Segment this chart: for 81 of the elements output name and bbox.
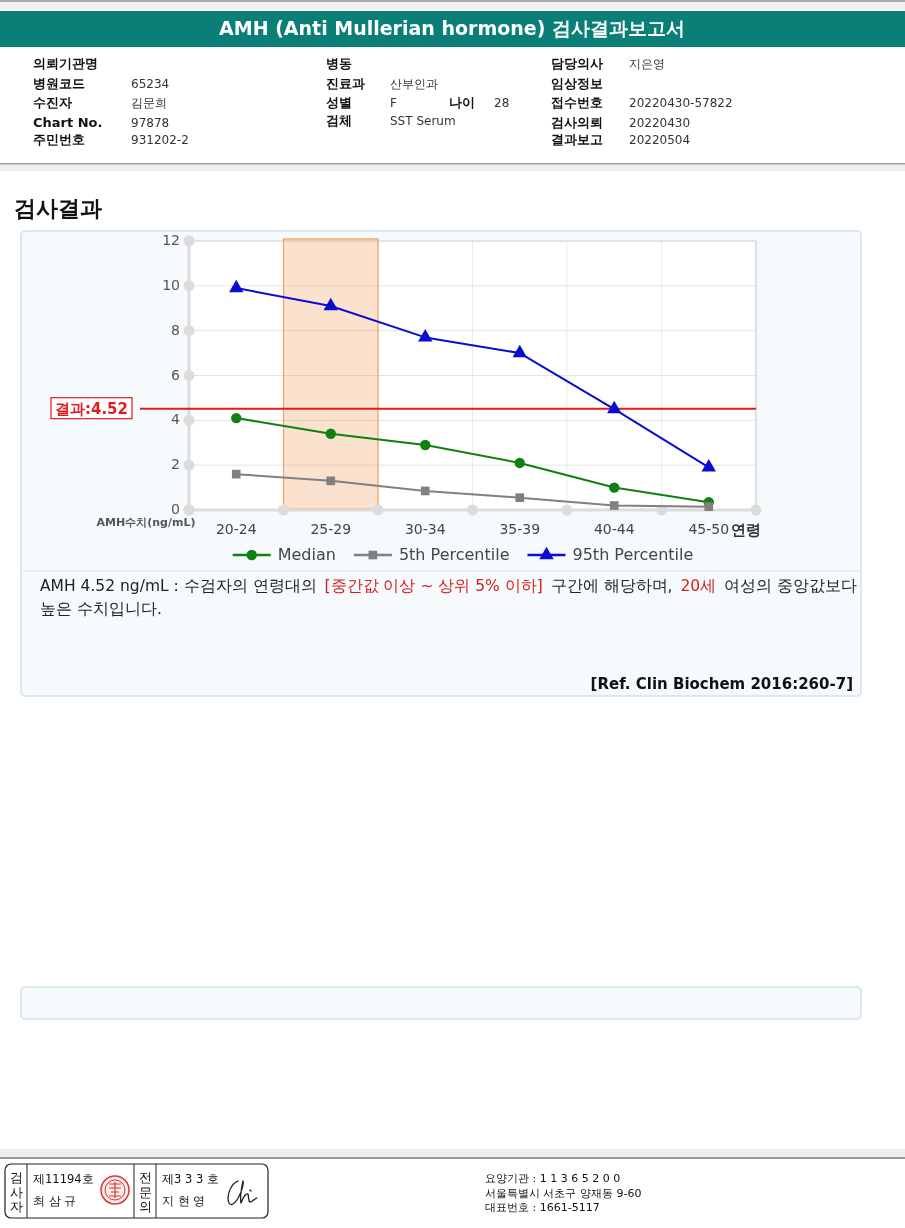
text: 주민번호 (33, 131, 85, 147)
point (512, 344, 527, 358)
text: 나이 (449, 94, 475, 110)
text: Chart No. (33, 114, 103, 130)
y-tick-label: 10 (162, 276, 180, 293)
point (514, 457, 525, 469)
y-tick-label: 4 (171, 411, 181, 428)
point (609, 501, 619, 510)
text: 결과보고 (551, 131, 603, 147)
chart-subtitle: 검사결과 (14, 196, 102, 221)
text: 지 현 영 (162, 1193, 206, 1208)
text: 28 (494, 95, 510, 110)
text: 지은영 (629, 56, 665, 71)
text: 여성의 중앙값보다 (724, 576, 857, 595)
text: 접수번호 (551, 94, 603, 110)
text: 병원코드 (33, 75, 85, 91)
text: 요양기관 : 1 1 3 6 5 2 0 0 (485, 1172, 621, 1185)
y-tick-label: 2 (171, 456, 180, 473)
point (609, 482, 620, 493)
point (607, 400, 622, 414)
point (704, 502, 714, 511)
text: 수진자 (33, 94, 72, 110)
text: 제11194호 (33, 1171, 94, 1186)
point (326, 476, 336, 486)
text: 제3 3 3 호 (162, 1171, 219, 1186)
text: 20세 (680, 576, 717, 595)
text: 임상정보 (551, 75, 603, 91)
text: 검사자 (9, 1169, 23, 1214)
x-tick-label: 30-34 (404, 521, 446, 537)
x-tick-label: 45-50 (688, 521, 730, 537)
point (229, 279, 244, 293)
text: 담당의사 (551, 55, 603, 71)
y-tick-label: 0 (171, 501, 180, 517)
x-tick-label: 25-29 (310, 521, 352, 537)
x-tick-label: 40-44 (593, 521, 635, 537)
point (323, 297, 338, 311)
text: 높은 수치입니다. (40, 599, 162, 618)
text: 전문의 (138, 1169, 152, 1214)
text: AMH 4.52 ng/mL : 수검자의 연령대의 (40, 576, 317, 595)
text: 최 삼 규 (33, 1193, 77, 1208)
text: 대표번호 : 1661-5117 (485, 1201, 600, 1214)
x-tick-label: 35-39 (499, 521, 541, 537)
y-tick-label: 8 (171, 321, 180, 338)
text: 서울특별시 서초구 양재동 9-60 (485, 1187, 642, 1200)
text: 20220430 (629, 115, 691, 130)
text: 20220504 (629, 132, 691, 147)
text: [중간값 이상 ~ 상위 5% 이하] (324, 576, 543, 595)
point (515, 493, 525, 502)
x-tick-label: 20-24 (215, 521, 257, 537)
y-tick-label: 12 (162, 232, 180, 248)
text: 20220430-57822 (629, 95, 733, 110)
text: 검사의뢰 (551, 114, 603, 130)
text: 65234 (131, 76, 170, 91)
text: 김문희 (131, 95, 167, 110)
legend-label: 95th Percentile (572, 544, 694, 564)
text: F (390, 95, 397, 110)
y-axis-title: AMH수치(ng/mL) (96, 516, 196, 529)
text: 97878 (131, 115, 170, 130)
point (701, 459, 716, 472)
legend-label: 5th Percentile (398, 544, 510, 564)
point (418, 329, 433, 342)
point (420, 486, 430, 496)
point (231, 469, 241, 479)
ref-line-label: 결과:4.52 (54, 399, 128, 418)
text: 931202-2 (131, 132, 189, 147)
text: 구간에 해당하며, (550, 576, 673, 595)
legend-label: Median (277, 544, 336, 564)
y-tick-label: 6 (171, 366, 181, 383)
point (325, 428, 336, 439)
text: 성별 (326, 94, 352, 110)
x-axis-title: 연령 (731, 520, 761, 539)
text: 병동 (326, 55, 352, 71)
text: 의뢰기관명 (33, 55, 98, 71)
text: [Ref. Clin Biochem 2016:260-7] (590, 674, 853, 693)
text: 진료과 (326, 75, 365, 91)
text: 검체 (326, 112, 352, 128)
chart-title: AMH (Anti Mullerian hormone) 검사결과보고서 (219, 16, 685, 39)
text: SST Serum (390, 113, 456, 128)
point (420, 439, 431, 451)
text: 산부인과 (390, 76, 438, 91)
point (231, 412, 242, 424)
